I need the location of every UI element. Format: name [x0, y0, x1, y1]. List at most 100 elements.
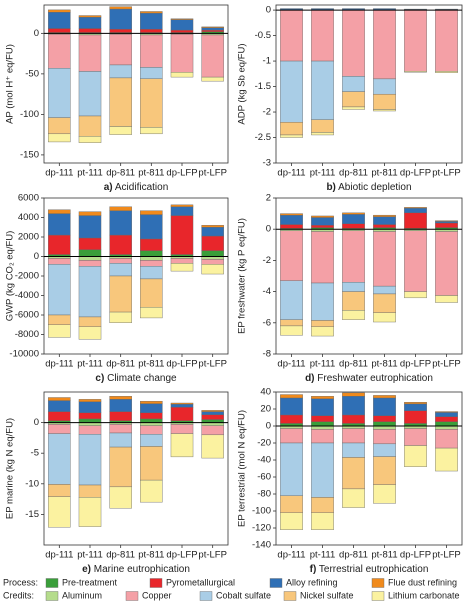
bar-segment	[404, 410, 427, 424]
bar-segment	[311, 320, 334, 327]
bar-segment	[280, 319, 303, 327]
bar-segment	[342, 282, 365, 292]
y-tick-label: 20	[260, 404, 271, 415]
y-tick-label: -4000	[15, 290, 39, 301]
bar-segment	[170, 263, 194, 272]
y-tick-label: 0	[34, 28, 39, 39]
bar-segment	[48, 117, 71, 135]
y-axis-label: AP (mol H⁺ eq/FU)	[5, 44, 16, 124]
legend-swatch	[269, 578, 283, 588]
bar-segment	[201, 434, 224, 459]
bar-segment	[280, 9, 303, 62]
bar-segment	[373, 216, 396, 225]
bar-segment	[435, 222, 458, 228]
y-tick-label: -2	[263, 255, 271, 266]
bar-segment	[78, 326, 102, 340]
bar-segment	[280, 495, 303, 513]
y-tick-label: 6000	[18, 193, 39, 204]
bar-segment	[373, 293, 396, 313]
x-tick-label: dp-811	[106, 168, 135, 179]
bar-segment	[140, 238, 163, 251]
bar-segment	[342, 76, 365, 92]
bar-segment	[280, 230, 303, 281]
x-tick-label: pt-811	[371, 168, 397, 179]
x-tick-label: dp-LFP	[166, 168, 197, 179]
y-tick-label: 0	[266, 5, 271, 16]
y-tick-label: -4	[263, 286, 271, 297]
bar-segment	[404, 9, 427, 72]
bar-segment	[201, 27, 224, 31]
bar-segment	[170, 19, 194, 31]
bar-segment	[280, 134, 303, 138]
bar-segment	[109, 206, 132, 211]
bar-segment	[373, 109, 396, 112]
bar-segment	[342, 212, 365, 215]
bar-segment	[48, 264, 71, 316]
legend-label: Flue dust refining	[388, 577, 457, 587]
bar-segment	[48, 67, 71, 118]
y-tick-label: -100	[20, 109, 39, 120]
y-tick-label: 0	[34, 417, 39, 428]
panel-caption: e) Marine eutrophication	[82, 564, 190, 575]
bar-segment	[48, 234, 71, 255]
bar-segment	[170, 204, 194, 207]
bar-segment	[280, 213, 303, 216]
bar-segment	[48, 9, 71, 13]
bar-segment	[404, 8, 427, 10]
bar-segment	[140, 418, 163, 423]
bar-segment	[78, 211, 102, 216]
bar-segment	[78, 136, 102, 143]
x-tick-label: dp-111	[45, 168, 73, 179]
y-tick-label: -3	[263, 158, 271, 169]
x-tick-label: dp-811	[106, 359, 135, 370]
bar-segment	[140, 400, 163, 404]
bar-segment	[280, 214, 303, 225]
bar-segment	[140, 307, 163, 319]
bar-segment	[373, 415, 396, 422]
bar-segment	[201, 411, 224, 415]
x-tick-label: pt-LFP	[432, 359, 461, 370]
bar-segment	[342, 442, 365, 458]
bar-segment	[140, 278, 163, 308]
bar-segment	[201, 410, 224, 412]
y-axis-label: EP terrestrial (mol N eq/FU)	[237, 410, 248, 527]
bar-segment	[170, 404, 194, 408]
bar-segment	[342, 291, 365, 311]
bar-segment	[78, 434, 102, 486]
bar-segment	[404, 291, 427, 299]
bar-segment	[109, 210, 132, 236]
caption-title: Terrestrial eutrophication	[319, 564, 429, 575]
x-tick-label: pt-811	[138, 550, 164, 561]
legend-swatch	[283, 591, 297, 601]
bar-segment	[48, 400, 71, 412]
legend-label: Aluminum	[62, 590, 102, 600]
legend-group-label: Credits:	[3, 590, 34, 600]
bar-segment	[78, 34, 102, 72]
x-tick-label: dp-811	[339, 550, 368, 561]
bar-segment	[201, 425, 224, 436]
bar-segment	[78, 266, 102, 318]
y-tick-label: 40	[260, 387, 271, 398]
bar-segment	[435, 411, 458, 413]
bar-segment	[78, 215, 102, 239]
bar-segment	[170, 258, 194, 264]
y-tick-label: -10	[25, 478, 39, 489]
bar-segment	[311, 425, 334, 430]
bar-segment	[48, 314, 71, 325]
bar-segment	[109, 432, 132, 448]
bar-segment	[109, 29, 132, 33]
bar-segment	[109, 64, 132, 79]
x-tick-label: dp-111	[45, 359, 73, 370]
bar-segment	[280, 442, 303, 496]
bar-segment	[78, 412, 102, 420]
bar-segment	[373, 456, 396, 485]
bar-segment	[140, 479, 163, 503]
bar-segment	[109, 311, 132, 324]
y-tick-label: 4000	[18, 212, 39, 223]
y-tick-label: -8	[263, 349, 271, 360]
plot-frame	[43, 391, 229, 546]
bar-segment	[109, 263, 132, 277]
legend-label: Lithium carbonate	[388, 590, 460, 600]
y-tick-label: -80	[257, 489, 271, 500]
bar-segment	[373, 395, 396, 399]
